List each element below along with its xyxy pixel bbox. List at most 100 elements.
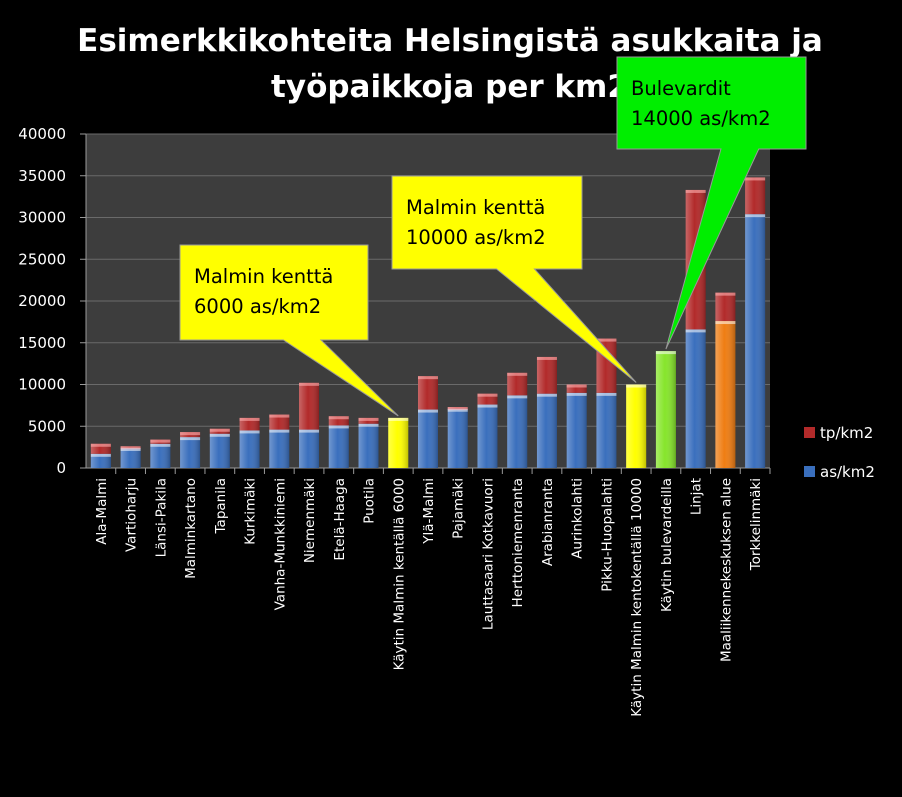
chart-title-line-2: työpaikkoja per km2	[271, 69, 629, 105]
callout-3-line-2: 14000 as/km2	[631, 107, 771, 130]
x-tick-label: Pikku-Huopalahti	[599, 478, 615, 592]
bar-shade	[655, 351, 676, 468]
bar-cap	[180, 432, 201, 436]
x-tick-label: Kurkimäki	[243, 478, 259, 545]
legend-label-tp-km2: tp/km2	[820, 424, 873, 442]
callout-1-line-1: Malmin kenttä	[194, 265, 333, 288]
callout-3	[616, 56, 807, 350]
bar-shade	[447, 408, 468, 468]
bar-shade	[566, 392, 587, 468]
callout-2-line-2: 10000 as/km2	[406, 226, 546, 249]
legend-swatch-tp-km2	[804, 427, 815, 438]
bar-shade	[596, 392, 617, 468]
bar-shade	[299, 429, 320, 468]
bar-shade	[180, 437, 201, 468]
bar-cap	[150, 439, 171, 443]
bar-cap	[507, 395, 528, 399]
bar-shade	[715, 292, 736, 322]
x-tick-label: Tapanila	[213, 478, 229, 534]
callout-1-line-2: 6000 as/km2	[194, 295, 321, 318]
bar-cap	[388, 417, 409, 421]
bar-cap	[566, 392, 587, 396]
x-tick-label: Herttoniemenranta	[510, 478, 526, 607]
x-tick-label: Linjat	[689, 478, 705, 515]
y-tick-label: 30000	[18, 209, 66, 227]
x-tick-label: Käytin Malmin kentokentällä 10000	[629, 478, 645, 717]
x-tick-label: Käytin bulevardeilla	[659, 478, 675, 612]
bar-shade	[150, 443, 171, 468]
bar-cap	[596, 338, 617, 342]
bar-shade	[269, 414, 290, 430]
y-tick-label: 40000	[18, 125, 66, 143]
bar-cap	[358, 423, 379, 427]
bar-shade	[507, 395, 528, 468]
bar-shade	[239, 417, 260, 431]
chart-title: Esimerkkikohteita Helsingistä asukkaita …	[70, 18, 830, 110]
legend-label-as-km2: as/km2	[820, 463, 875, 481]
bar-cap	[536, 356, 557, 360]
bar-cap	[626, 384, 647, 388]
bar-shade	[358, 423, 379, 468]
bar-cap	[239, 430, 260, 434]
bar-shade	[90, 453, 111, 468]
chart-title-line-1: Esimerkkikohteita Helsingistä asukkaita …	[77, 23, 823, 59]
callout-2-line-1: Malmin kenttä	[406, 196, 545, 219]
bar-shade	[388, 417, 409, 468]
bar-shade	[239, 430, 260, 468]
bar-cap	[447, 408, 468, 412]
bar-cap	[745, 177, 766, 181]
bar-shade	[745, 177, 766, 215]
bar-cap	[180, 437, 201, 441]
x-tick-label: Maaliikennekeskuksen alue	[718, 478, 734, 662]
callout-1	[179, 244, 399, 417]
y-tick-label: 5000	[28, 417, 66, 435]
bar-shade	[120, 447, 141, 468]
x-tick-label: Lauttasaari Kotkavuori	[480, 478, 496, 630]
bar-cap	[90, 453, 111, 457]
bar-cap	[120, 446, 141, 450]
x-tick-label: Länsi-Pakila	[153, 478, 169, 557]
bar-cap	[209, 428, 230, 432]
y-tick-label: 25000	[18, 250, 66, 268]
bar-cap	[299, 429, 320, 433]
bar-shade	[269, 429, 290, 468]
bar-shade	[626, 384, 647, 468]
bar-cap	[655, 351, 676, 355]
x-tick-label: Malminkartano	[183, 478, 199, 579]
x-tick-label: Torkkelinmäki	[748, 478, 764, 571]
bar-cap	[477, 404, 498, 408]
bar-shade	[418, 376, 438, 410]
bar-cap	[477, 393, 498, 397]
x-tick-label: Käytin Malmin kentällä 6000	[391, 478, 407, 670]
x-tick-label: Vartioharju	[124, 478, 140, 552]
y-tick-label: 0	[56, 459, 66, 477]
bar-shade	[90, 443, 111, 454]
bar-cap	[328, 425, 349, 429]
bar-cap	[358, 417, 379, 421]
bar-cap	[90, 443, 111, 447]
callout-2	[391, 175, 637, 383]
y-tick-label: 15000	[18, 334, 66, 352]
x-tick-label: Arabianranta	[540, 478, 556, 566]
y-tick-label: 20000	[18, 292, 66, 310]
x-tick-label: Aurinkolahti	[570, 478, 586, 559]
bar-shade	[477, 393, 498, 405]
bar-cap	[269, 414, 290, 418]
bar-shade	[745, 214, 766, 468]
legend-swatch-as-km2	[804, 466, 815, 477]
x-tick-label: Niemenmäki	[302, 478, 318, 563]
bar-cap	[418, 409, 438, 413]
x-tick-label: Ala-Malmi	[94, 478, 110, 545]
bar-cap	[715, 292, 736, 296]
x-tick-label: Pajamäki	[451, 478, 467, 539]
bar-shade	[507, 372, 528, 396]
bar-cap	[239, 417, 260, 421]
bar-shade	[209, 433, 230, 468]
callout-3-line-1: Bulevardit	[631, 77, 731, 100]
x-tick-label: Etelä-Haaga	[332, 478, 348, 561]
bar-cap	[269, 429, 290, 433]
bar-cap	[685, 329, 706, 333]
bar-shade	[536, 356, 557, 394]
bar-shade	[477, 404, 498, 468]
